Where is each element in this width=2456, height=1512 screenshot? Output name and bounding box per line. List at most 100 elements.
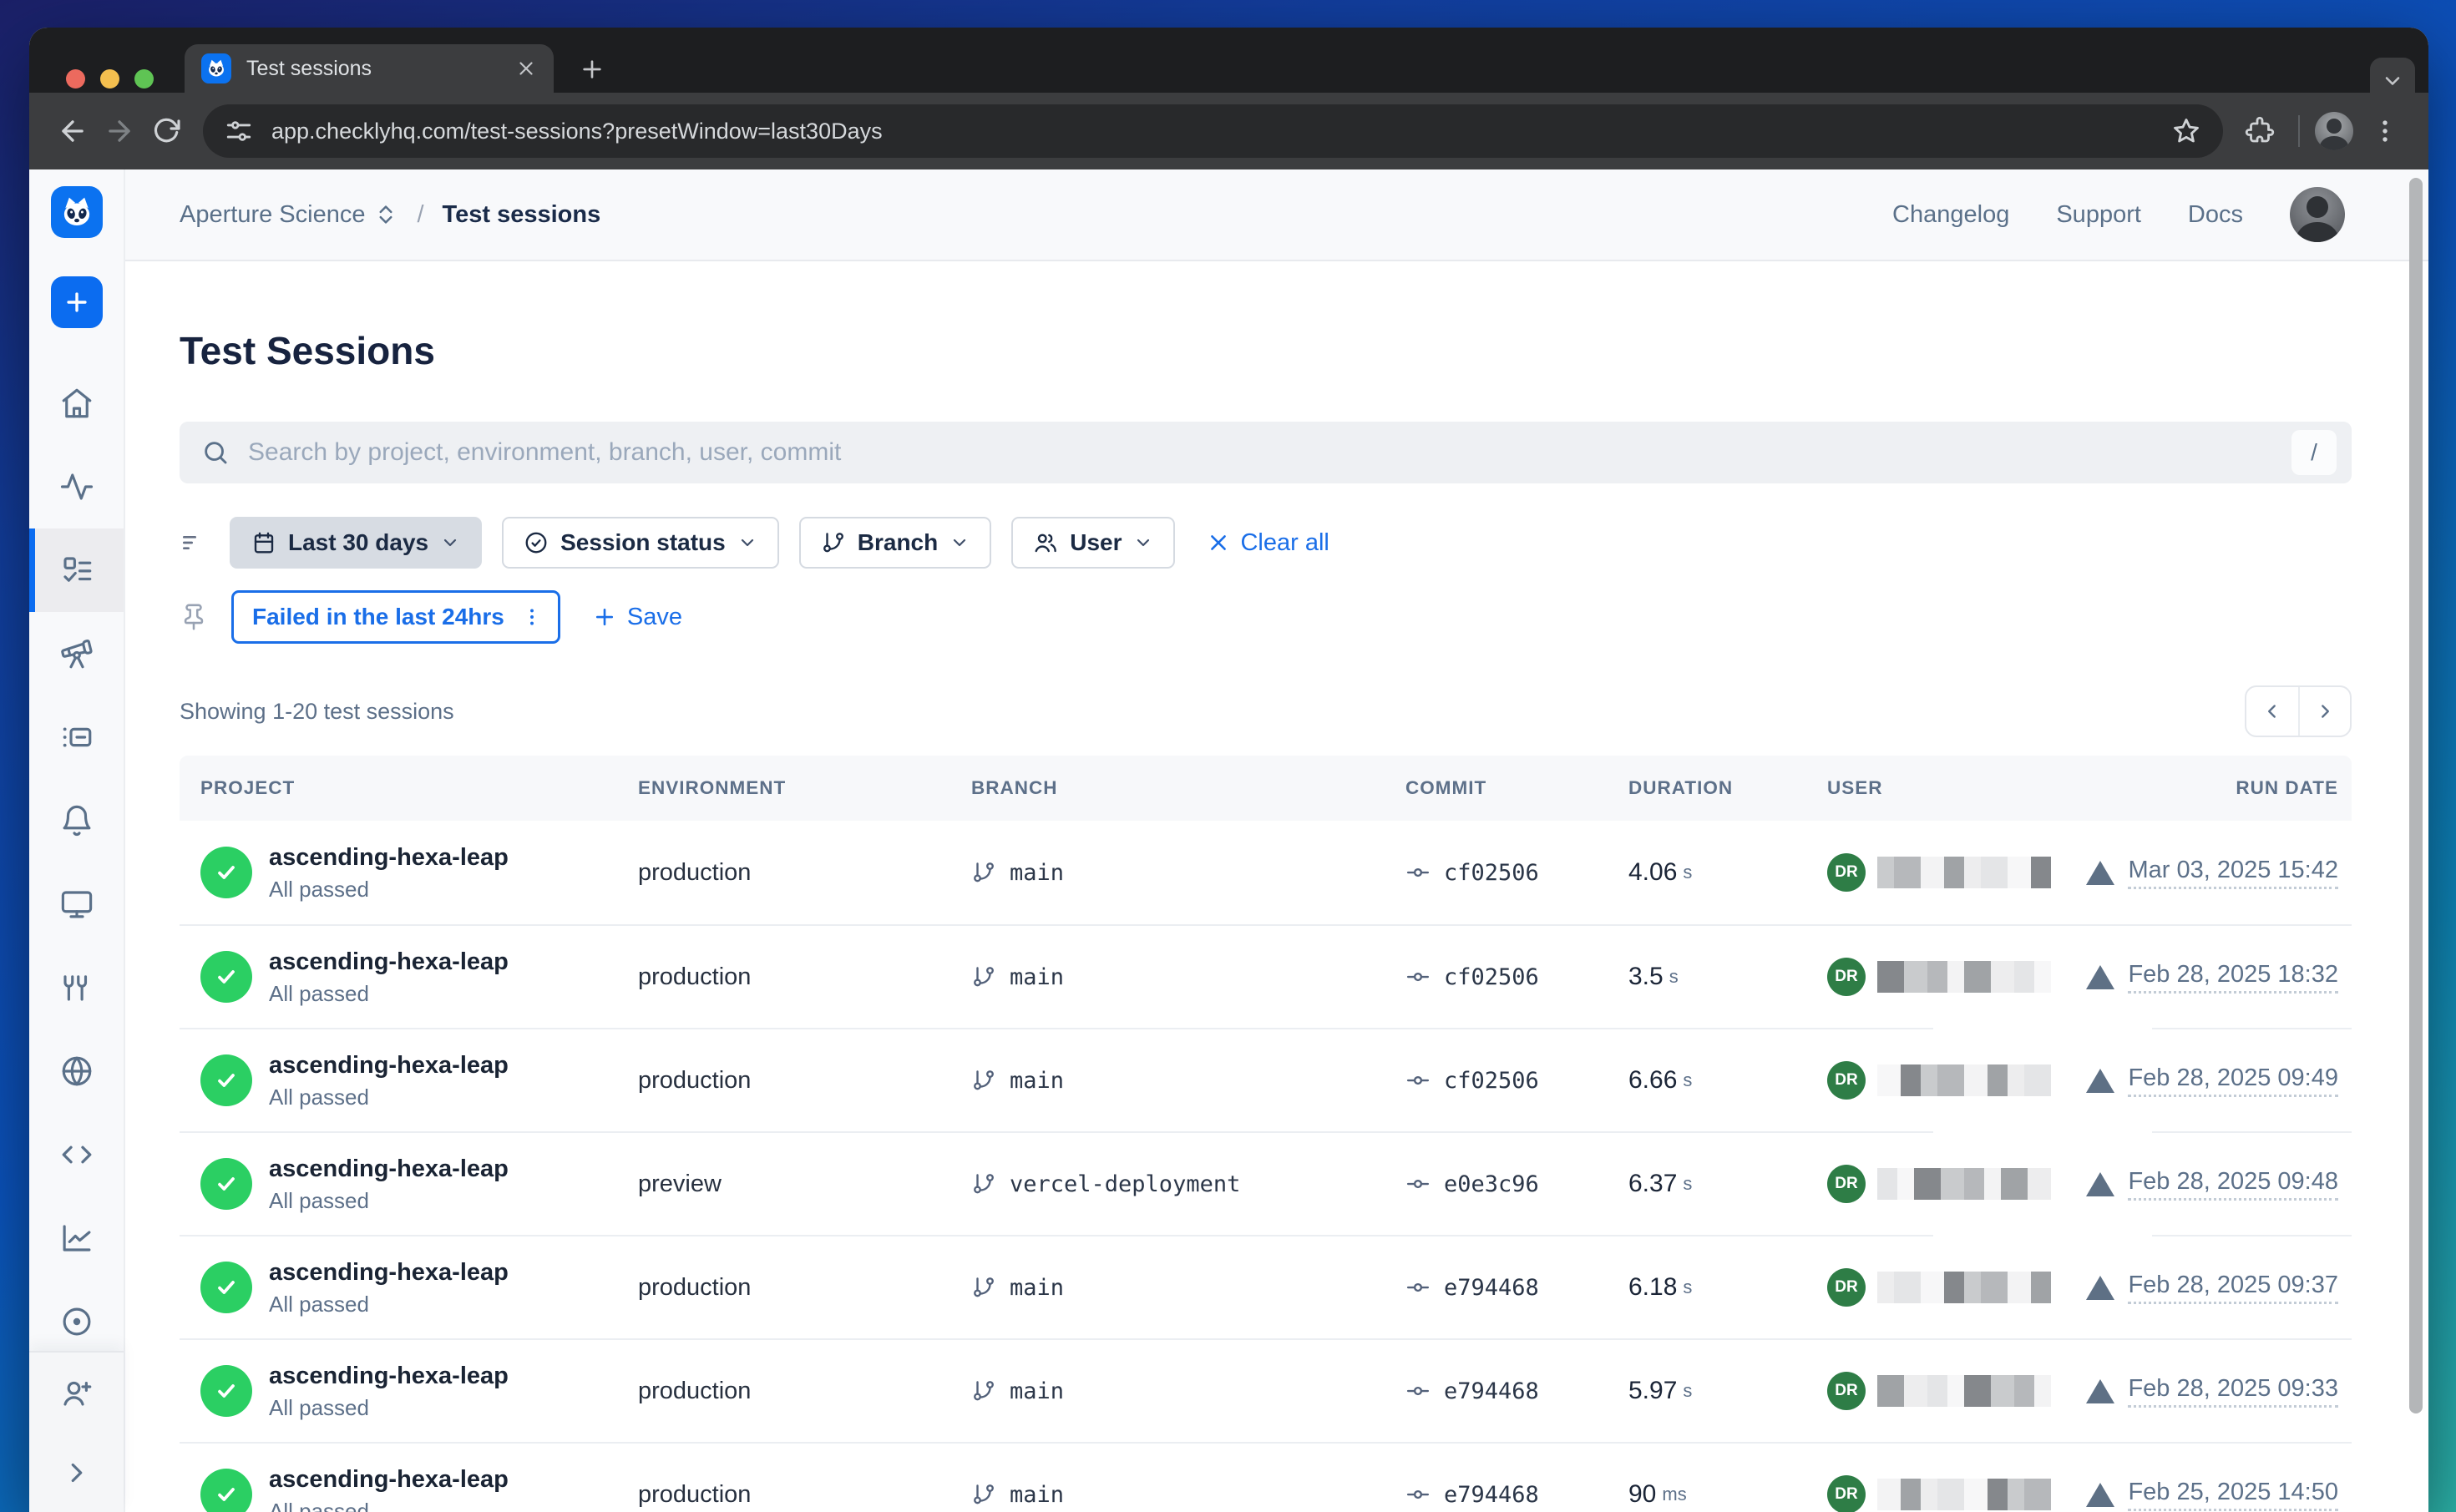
browser-toolbar: app.checklyhq.com/test-sessions?presetWi… bbox=[29, 93, 2428, 169]
sidebar-item-test-sessions[interactable] bbox=[29, 528, 124, 612]
sidebar-item-home[interactable] bbox=[29, 362, 124, 445]
search-input[interactable]: Search by project, environment, branch, … bbox=[180, 422, 2352, 483]
url-text[interactable]: app.checklyhq.com/test-sessions?presetWi… bbox=[271, 118, 883, 144]
date-range-filter[interactable]: Last 30 days bbox=[230, 517, 483, 569]
clear-all-button[interactable]: Clear all bbox=[1207, 529, 1329, 557]
page-scrollbar[interactable] bbox=[2409, 178, 2423, 1413]
table-row[interactable]: ascending-hexa-leap All passed preview v… bbox=[180, 1131, 2352, 1235]
table-row[interactable]: ascending-hexa-leap All passed productio… bbox=[180, 924, 2352, 1028]
bookmark-star-icon[interactable] bbox=[2171, 116, 2201, 146]
sidebar-collapse-toggle[interactable] bbox=[29, 1433, 124, 1512]
test-sessions-table: PROJECT ENVIRONMENT BRANCH COMMIT DURATI… bbox=[180, 756, 2352, 1512]
close-window-button[interactable] bbox=[66, 69, 85, 88]
page-content: Aperture Science / Test sessions Changel… bbox=[29, 169, 2428, 1512]
session-status-filter[interactable]: Session status bbox=[502, 517, 779, 569]
git-branch-icon bbox=[971, 964, 996, 989]
browser-menu-icon[interactable] bbox=[2362, 108, 2408, 154]
run-date-link[interactable]: Feb 28, 2025 18:32 bbox=[2128, 961, 2338, 994]
branch-name: main bbox=[1010, 963, 1065, 990]
extensions-icon[interactable] bbox=[2236, 108, 2283, 154]
filter-lines-icon bbox=[180, 529, 206, 556]
user-avatar[interactable] bbox=[2290, 187, 2345, 242]
duration-unit: s bbox=[1683, 1380, 1693, 1401]
forward-icon[interactable] bbox=[96, 108, 143, 154]
duration-value: 6.18 bbox=[1628, 1273, 1678, 1301]
sidebar-item-invite-user[interactable] bbox=[29, 1353, 124, 1433]
check-circle-icon bbox=[524, 530, 549, 555]
nav-changelog-link[interactable]: Changelog bbox=[1892, 200, 2010, 228]
saved-filter-button[interactable]: Failed in the last 24hrs bbox=[231, 590, 560, 644]
saved-filter-label: Failed in the last 24hrs bbox=[252, 604, 504, 630]
pagination bbox=[2245, 685, 2352, 737]
chevron-down-icon bbox=[949, 533, 970, 553]
sidebar-item-activity[interactable] bbox=[29, 445, 124, 528]
duration-unit: s bbox=[1683, 1070, 1693, 1090]
sidebar-item-snippets[interactable] bbox=[29, 1113, 124, 1196]
zoom-window-button[interactable] bbox=[134, 69, 154, 88]
table-row[interactable]: ascending-hexa-leap All passed productio… bbox=[180, 1028, 2352, 1131]
run-date-link[interactable]: Feb 28, 2025 09:49 bbox=[2128, 1064, 2338, 1097]
sidebar-item-alerts[interactable] bbox=[29, 779, 124, 862]
account-switcher[interactable]: Aperture Science bbox=[180, 201, 398, 229]
checkly-logo[interactable] bbox=[50, 186, 103, 238]
tab-title: Test sessions bbox=[246, 56, 372, 80]
reload-icon[interactable] bbox=[143, 108, 190, 154]
sidebar-item-dashboards[interactable] bbox=[29, 862, 124, 946]
sidebar-item-analytics[interactable] bbox=[29, 1196, 124, 1280]
git-branch-icon bbox=[971, 1171, 996, 1196]
sidebar-item-maintenance[interactable] bbox=[29, 946, 124, 1029]
minimize-window-button[interactable] bbox=[100, 69, 119, 88]
tab-close-icon[interactable] bbox=[515, 58, 537, 79]
browser-tab[interactable]: Test sessions bbox=[185, 44, 554, 93]
duration-unit: s bbox=[1669, 966, 1679, 987]
next-page-button[interactable] bbox=[2298, 687, 2350, 736]
wrench-icon bbox=[59, 970, 94, 1005]
branch-filter[interactable]: Branch bbox=[798, 517, 992, 569]
page-title: Test Sessions bbox=[180, 329, 435, 372]
search-shortcut-key: / bbox=[2291, 430, 2337, 475]
pin-icon bbox=[180, 603, 208, 631]
sidebar-item-environments[interactable] bbox=[29, 695, 124, 779]
environment: production bbox=[638, 1273, 752, 1301]
status-passed-icon bbox=[200, 1365, 252, 1417]
tab-search-button[interactable] bbox=[2370, 58, 2415, 104]
back-icon[interactable] bbox=[49, 108, 96, 154]
user-filter-label: User bbox=[1070, 529, 1122, 555]
session-status-text: All passed bbox=[269, 1498, 369, 1512]
branch-name: main bbox=[1010, 1274, 1065, 1301]
git-commit-icon bbox=[1405, 964, 1431, 989]
results-count: Showing 1-20 test sessions bbox=[180, 698, 454, 724]
run-date-link[interactable]: Feb 25, 2025 14:50 bbox=[2128, 1479, 2338, 1511]
run-date-link[interactable]: Feb 28, 2025 09:37 bbox=[2128, 1272, 2338, 1304]
save-filter-button[interactable]: Save bbox=[592, 604, 682, 631]
kebab-menu-icon[interactable] bbox=[521, 606, 543, 628]
table-row[interactable]: ascending-hexa-leap All passed productio… bbox=[180, 1442, 2352, 1512]
redacted-username bbox=[1877, 1375, 2068, 1407]
commit-hash: cf02506 bbox=[1444, 859, 1539, 886]
run-date-link[interactable]: Mar 03, 2025 15:42 bbox=[2128, 857, 2338, 889]
column-header-commit: COMMIT bbox=[1405, 777, 1487, 798]
project-name: ascending-hexa-leap bbox=[269, 1466, 509, 1494]
sidebar-item-status[interactable] bbox=[29, 1280, 124, 1363]
git-branch-icon bbox=[971, 1482, 996, 1507]
url-bar[interactable]: app.checklyhq.com/test-sessions?presetWi… bbox=[203, 104, 2223, 158]
browser-profile-avatar[interactable] bbox=[2315, 112, 2353, 150]
sidebar-bottom-section bbox=[29, 1351, 124, 1512]
new-tab-button[interactable] bbox=[579, 56, 605, 83]
prev-page-button[interactable] bbox=[2246, 687, 2298, 736]
table-row[interactable]: ascending-hexa-leap All passed productio… bbox=[180, 821, 2352, 924]
run-date-link[interactable]: Feb 28, 2025 09:48 bbox=[2128, 1168, 2338, 1201]
table-row[interactable]: ascending-hexa-leap All passed productio… bbox=[180, 1338, 2352, 1442]
duration-unit: ms bbox=[1662, 1484, 1687, 1504]
nav-support-link[interactable]: Support bbox=[2056, 200, 2141, 228]
target-icon bbox=[59, 1304, 94, 1339]
user-filter[interactable]: User bbox=[1011, 517, 1176, 569]
create-new-button[interactable] bbox=[50, 276, 103, 328]
nav-docs-link[interactable]: Docs bbox=[2187, 200, 2243, 228]
sidebar-item-private-locations[interactable] bbox=[29, 1029, 124, 1113]
sidebar-item-explore[interactable] bbox=[29, 612, 124, 695]
table-row[interactable]: ascending-hexa-leap All passed productio… bbox=[180, 1235, 2352, 1338]
run-date-link[interactable]: Feb 28, 2025 09:33 bbox=[2128, 1375, 2338, 1408]
monitor-icon bbox=[59, 887, 94, 922]
site-settings-icon[interactable] bbox=[225, 117, 253, 145]
